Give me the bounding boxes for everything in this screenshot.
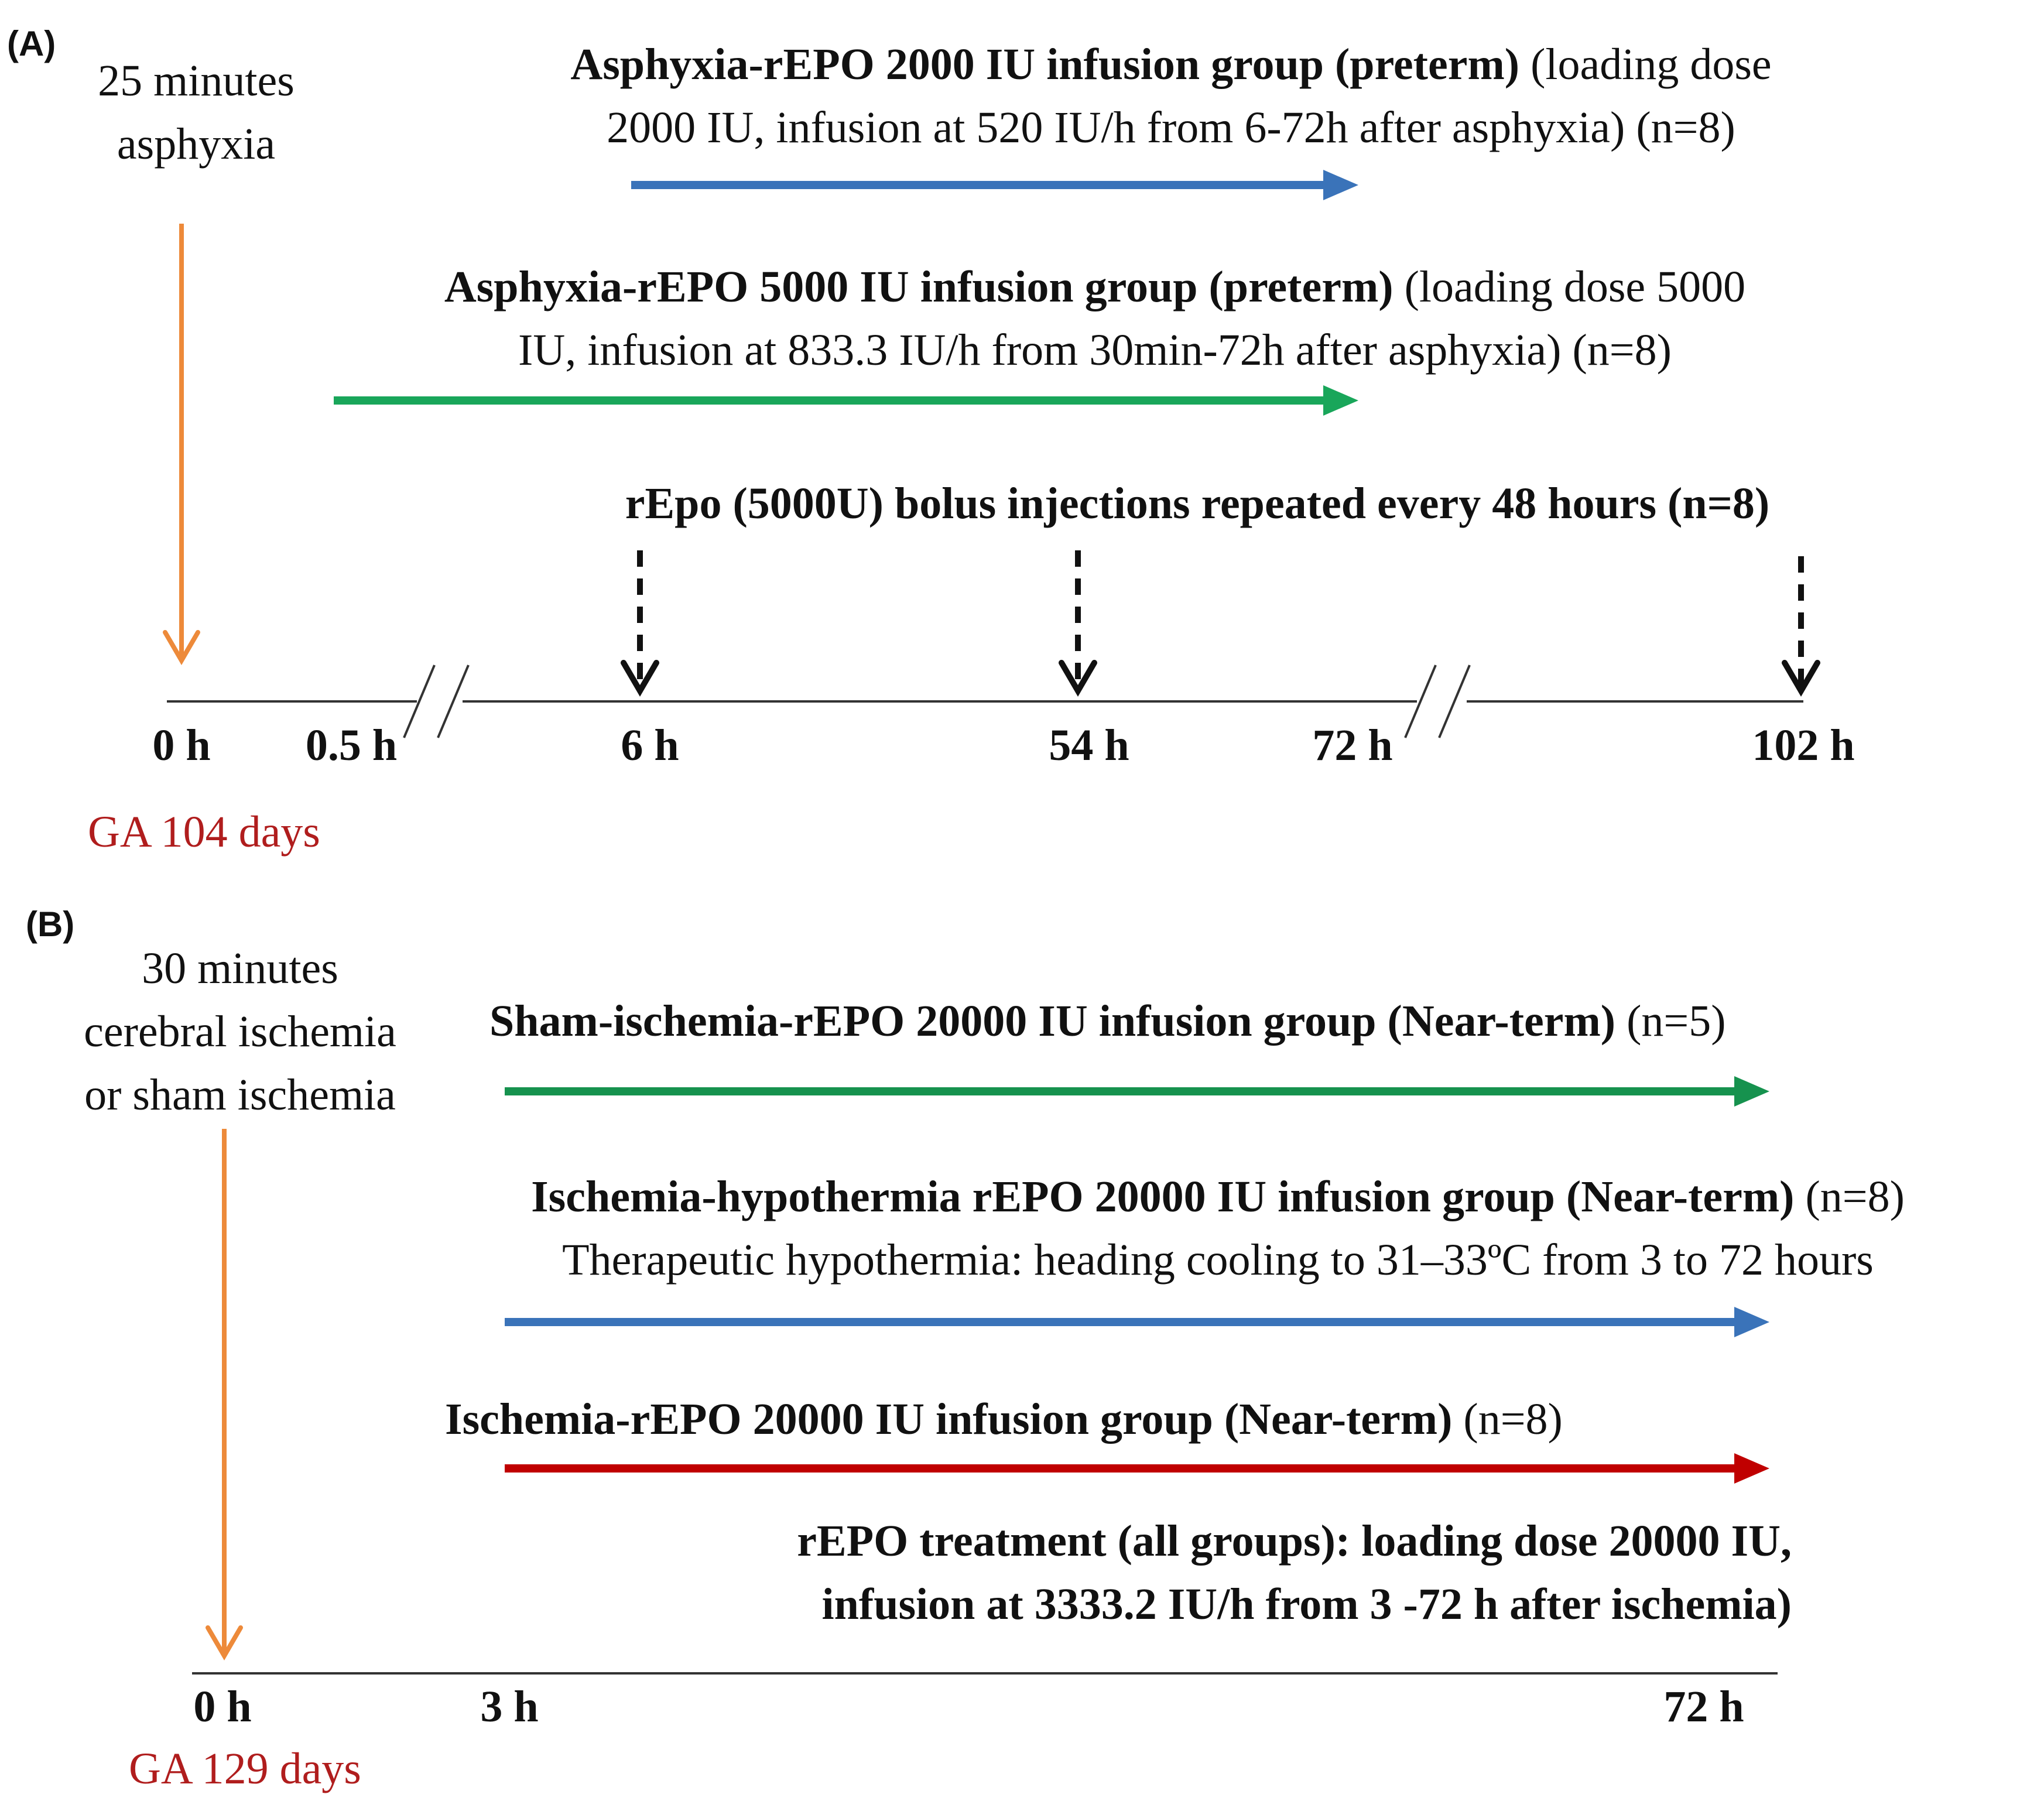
panel-a-group1-detail: (loading dose xyxy=(1519,40,1772,89)
panel-b-group3-detail: (n=8) xyxy=(1452,1395,1563,1444)
panel-a-group2-label: Asphyxia-rEPO 5000 IU infusion group (pr… xyxy=(316,255,1874,382)
panel-b-insult-line2: cerebral ischemia xyxy=(84,1007,396,1056)
panel-b-tick-0h: 0 h xyxy=(193,1682,252,1731)
panel-a-insult-line1: 25 minutes xyxy=(98,56,295,105)
panel-a-group1-line2: 2000 IU, infusion at 520 IU/h from 6-72h… xyxy=(607,103,1735,152)
panel-b-tick-3h: 3 h xyxy=(480,1682,539,1731)
panel-a-group2-arrow-head xyxy=(1323,385,1358,416)
panel-b-group2-detail: (n=8) xyxy=(1794,1172,1905,1221)
panel-a-axis-break-1b xyxy=(437,665,470,738)
panel-b-group2-title: Ischemia-hypothermia rEPO 20000 IU infus… xyxy=(531,1172,1795,1221)
panel-a-bolus-arrow-6h-head xyxy=(621,660,659,697)
panel-a-group2-line2: IU, infusion at 833.3 IU/h from 30min-72… xyxy=(518,326,1672,375)
panel-b-insult-line1: 30 minutes xyxy=(142,944,338,993)
panel-b-group2-line1: Ischemia-hypothermia rEPO 20000 IU infus… xyxy=(398,1165,2038,1228)
panel-a-insult-label: 25 minutes asphyxia xyxy=(59,49,334,176)
panel-a-group1-line1: Asphyxia-rEPO 2000 IU infusion group (pr… xyxy=(457,33,1885,96)
panel-a-axis-break-2a xyxy=(1404,665,1437,738)
panel-a-tick-0h: 0 h xyxy=(152,721,211,770)
panel-b-group1-label: Sham-ischemia-rEPO 20000 IU infusion gro… xyxy=(489,989,1726,1053)
panel-b-treatment-line2: infusion at 3333.2 IU/h from 3 -72 h aft… xyxy=(821,1580,1792,1629)
panel-a-tick-54h: 54 h xyxy=(1049,721,1129,770)
panel-a-insult-line2: asphyxia xyxy=(117,119,276,169)
panel-b-treatment-line1: rEPO treatment (all groups): loading dos… xyxy=(797,1516,1792,1566)
panel-b-gestational-age: GA 129 days xyxy=(129,1744,361,1793)
panel-a-tick-102h: 102 h xyxy=(1752,721,1855,770)
panel-b-group2-label: Ischemia-hypothermia rEPO 20000 IU infus… xyxy=(398,1165,2038,1292)
panel-a-gestational-age: GA 104 days xyxy=(88,807,320,857)
panel-b-group3-label: Ischemia-rEPO 20000 IU infusion group (N… xyxy=(445,1388,1563,1451)
panel-a-tick-6h: 6 h xyxy=(621,721,679,770)
panel-a-letter: (A) xyxy=(7,24,56,63)
panel-b-insult-label: 30 minutes cerebral ischemia or sham isc… xyxy=(23,937,457,1126)
panel-a-group2-detail: (loading dose 5000 xyxy=(1393,262,1746,311)
panel-b-group3-title: Ischemia-rEPO 20000 IU infusion group (N… xyxy=(445,1395,1453,1444)
panel-a-group1-title: Asphyxia-rEPO 2000 IU infusion group (pr… xyxy=(570,40,1520,89)
panel-a-group2-title: Asphyxia-rEPO 5000 IU infusion group (pr… xyxy=(444,262,1394,311)
panel-a-group1-label: Asphyxia-rEPO 2000 IU infusion group (pr… xyxy=(457,33,1885,159)
panel-b-insult-line3: or sham ischemia xyxy=(84,1070,396,1119)
panel-b-tick-72h: 72 h xyxy=(1663,1682,1744,1731)
panel-a-bolus-label: rEpo (5000U) bolus injections repeated e… xyxy=(625,479,1770,528)
panel-a-axis-break-2b xyxy=(1438,665,1471,738)
panel-b-group2-line2: Therapeutic hypothermia: heading cooling… xyxy=(562,1235,1874,1285)
panel-a-asphyxia-arrow-head xyxy=(163,630,200,665)
panel-a-tick-0-5h: 0.5 h xyxy=(305,721,398,770)
panel-b-group3-arrow-head xyxy=(1734,1453,1769,1484)
panel-a-tick-72h: 72 h xyxy=(1312,721,1393,770)
panel-b-group1-arrow-head xyxy=(1734,1076,1769,1107)
panel-a-axis-break-1a xyxy=(403,665,436,738)
panel-b-group1-detail: (n=5) xyxy=(1615,997,1726,1046)
panel-a-bolus-arrow-54h-head xyxy=(1059,660,1097,697)
panel-b-ischemia-arrow-head xyxy=(206,1625,243,1660)
panel-b-group2-arrow-head xyxy=(1734,1307,1769,1337)
panel-b-treatment-label: rEPO treatment (all groups): loading dos… xyxy=(468,1509,1792,1636)
panel-a-group2-line1: Asphyxia-rEPO 5000 IU infusion group (pr… xyxy=(316,255,1874,319)
panel-b-letter: (B) xyxy=(26,905,75,944)
panel-a-bolus-arrow-102h-head xyxy=(1782,660,1820,697)
panel-a-group1-arrow-head xyxy=(1323,170,1358,200)
panel-b-group1-title: Sham-ischemia-rEPO 20000 IU infusion gro… xyxy=(489,997,1616,1046)
